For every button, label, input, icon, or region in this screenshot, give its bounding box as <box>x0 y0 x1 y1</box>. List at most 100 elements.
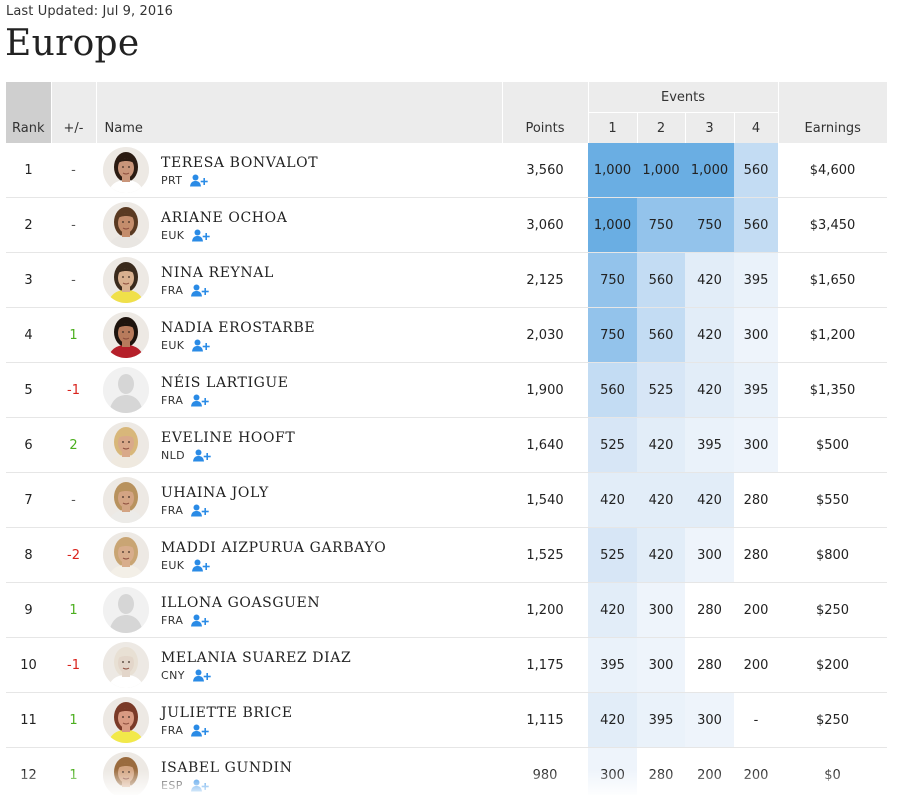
rankings-table: Rank +/- Name Points Events Earnings 1 2… <box>6 82 888 795</box>
event-2-result-cell: 300 <box>637 637 685 693</box>
avatar[interactable] <box>103 697 149 743</box>
table-row[interactable]: 6 2 EVELINE HOOFT NLD 1,640 525 420 395 300 $500 <box>6 417 888 473</box>
earnings-cell: $250 <box>778 582 888 638</box>
avatar[interactable] <box>103 532 149 578</box>
surfer-name-link[interactable]: ISABEL GUNDIN <box>161 759 293 776</box>
add-user-icon[interactable] <box>191 504 209 517</box>
add-user-icon[interactable] <box>191 724 209 737</box>
avatar[interactable] <box>103 752 149 795</box>
table-row[interactable]: 8 -2 MADDI AIZPURUA GARBAYO EUK 1,525 525 420 3… <box>6 527 888 583</box>
event-3-result-cell: 300 <box>685 527 734 583</box>
avatar[interactable] <box>103 422 149 468</box>
surfer-name-link[interactable]: MELANIA SUAREZ DIAZ <box>161 649 352 666</box>
rank-change-cell: - <box>51 252 96 308</box>
earnings-column-header[interactable]: Earnings <box>777 82 888 143</box>
country-code: FRA <box>161 503 184 517</box>
add-user-icon[interactable] <box>191 614 209 627</box>
surfer-name-link[interactable]: EVELINE HOOFT <box>161 429 296 446</box>
country-code: EUK <box>161 228 185 242</box>
surfer-cell: NÉIS LARTIGUE FRA <box>96 362 502 418</box>
add-user-icon[interactable] <box>192 559 211 572</box>
rank-cell: 4 <box>6 307 51 363</box>
surfer-info: ISABEL GUNDIN ESP <box>96 752 502 795</box>
event-1-column-header[interactable]: 1 <box>587 112 637 143</box>
event-2-result-cell: 420 <box>637 417 685 473</box>
country-row: FRA <box>161 284 274 297</box>
event-3-result-cell: 280 <box>685 637 734 693</box>
rank-change-cell: - <box>51 197 96 253</box>
event-4-result-cell: 300 <box>734 417 779 473</box>
earnings-cell: $1,200 <box>778 307 888 363</box>
table-row[interactable]: 11 1 JULIETTE BRICE FRA 1,115 420 395 300- $250 <box>6 692 888 748</box>
surfer-cell: ILLONA GOASGUEN FRA <box>96 582 502 638</box>
country-code: FRA <box>161 393 184 407</box>
avatar[interactable] <box>103 257 149 303</box>
points-column-header[interactable]: Points <box>501 82 588 143</box>
event-3-result-cell: 200 <box>685 747 734 795</box>
event-2-result-cell: 300 <box>637 582 685 638</box>
add-user-icon[interactable] <box>191 284 209 297</box>
event-3-column-header[interactable]: 3 <box>684 112 734 143</box>
surfer-details: NINA REYNAL FRA <box>161 264 274 297</box>
rank-cell: 7 <box>6 472 51 528</box>
surfer-name-link[interactable]: NÉIS LARTIGUE <box>161 374 289 391</box>
event-3-result-cell: 300 <box>685 692 734 748</box>
surfer-name-link[interactable]: ILLONA GOASGUEN <box>161 594 321 611</box>
add-user-icon[interactable] <box>192 669 211 682</box>
avatar-placeholder[interactable] <box>103 367 149 413</box>
change-column-header[interactable]: +/- <box>50 82 96 143</box>
table-row[interactable]: 12 1 ISABEL GUNDIN ESP 980 300 280 200 200 $0 <box>6 747 888 795</box>
table-row[interactable]: 5 -1 NÉIS LARTIGUE FRA 1,900 560 525 420 395 $1,3… <box>6 362 888 418</box>
rank-change-cell: - <box>51 143 96 198</box>
rank-change-cell: -2 <box>51 527 96 583</box>
table-row[interactable]: 10 -1 MELANIA SUAREZ DIAZ CNY 1,175 395 300 280… <box>6 637 888 693</box>
table-row[interactable]: 2- ARIANE OCHOA EUK 3,060 1,000 750 750 560 $3,4… <box>6 197 888 253</box>
surfer-info: NÉIS LARTIGUE FRA <box>96 367 502 413</box>
surfer-name-link[interactable]: ARIANE OCHOA <box>161 209 288 226</box>
add-user-icon[interactable] <box>192 229 211 242</box>
country-row: PRT <box>161 174 318 187</box>
table-row[interactable]: 9 1 ILLONA GOASGUEN FRA 1,200 420 300 280 200 $25… <box>6 582 888 638</box>
event-2-column-header[interactable]: 2 <box>636 112 685 143</box>
avatar[interactable] <box>103 147 149 193</box>
country-code: ESP <box>161 778 183 792</box>
avatar[interactable] <box>103 202 149 248</box>
event-1-result-cell: 525 <box>588 527 637 583</box>
name-column-header[interactable]: Name <box>95 82 502 143</box>
table-row[interactable]: 7- UHAINA JOLY FRA 1,540 420 420 420 280 $550 <box>6 472 888 528</box>
surfer-details: ARIANE OCHOA EUK <box>161 209 287 242</box>
add-user-icon[interactable] <box>190 779 209 792</box>
event-4-result-cell: - <box>734 692 779 748</box>
table-row[interactable]: 1- TERESA BONVALOT PRT 3,560 1,000 1,000 1,000… <box>6 143 888 198</box>
rank-change-cell: -1 <box>51 362 96 418</box>
earnings-cell: $0 <box>778 747 888 795</box>
add-user-icon[interactable] <box>193 449 211 462</box>
surfer-name-link[interactable]: UHAINA JOLY <box>161 484 269 501</box>
country-row: NLD <box>161 449 295 462</box>
table-row[interactable]: 3- NINA REYNAL FRA 2,125 750 560 420 395 $1,650 <box>6 252 888 308</box>
rank-column-header[interactable]: Rank <box>6 82 51 143</box>
table-row[interactable]: 4 1 NADIA EROSTARBE EUK 2,030 750 560 420 300 $1,… <box>6 307 888 363</box>
rank-change-cell: 1 <box>51 582 96 638</box>
add-user-icon[interactable] <box>190 174 209 187</box>
surfer-cell: UHAINA JOLY FRA <box>96 472 502 528</box>
points-cell: 1,540 <box>502 472 588 528</box>
surfer-name-link[interactable]: TERESA BONVALOT <box>161 154 319 171</box>
avatar[interactable] <box>103 642 149 688</box>
avatar[interactable] <box>103 477 149 523</box>
surfer-info: ILLONA GOASGUEN FRA <box>96 587 502 633</box>
surfer-name-link[interactable]: NINA REYNAL <box>161 264 274 281</box>
add-user-icon[interactable] <box>191 394 209 407</box>
surfer-name-link[interactable]: NADIA EROSTARBE <box>161 319 316 336</box>
earnings-cell: $1,650 <box>778 252 888 308</box>
add-user-icon[interactable] <box>192 339 211 352</box>
country-code: EUK <box>161 338 185 352</box>
event-4-result-cell: 280 <box>734 527 779 583</box>
surfer-name-link[interactable]: JULIETTE BRICE <box>161 704 293 721</box>
avatar-placeholder[interactable] <box>103 587 149 633</box>
surfer-name-link[interactable]: MADDI AIZPURUA GARBAYO <box>161 539 387 556</box>
event-4-column-header[interactable]: 4 <box>733 112 779 143</box>
surfer-details: MELANIA SUAREZ DIAZ CNY <box>161 649 351 682</box>
country-row: EUK <box>161 229 287 242</box>
avatar[interactable] <box>103 312 149 358</box>
